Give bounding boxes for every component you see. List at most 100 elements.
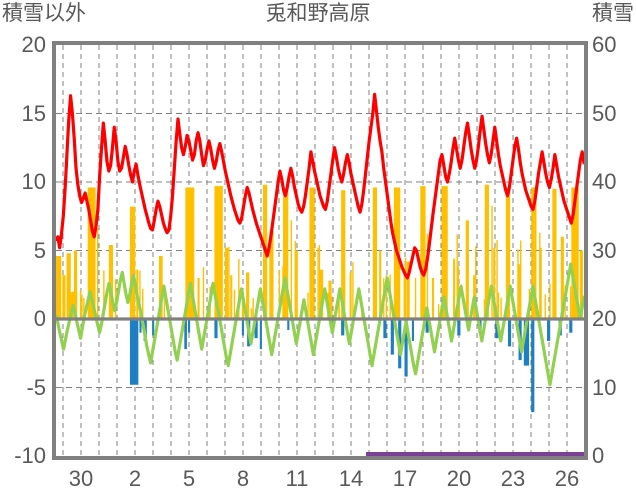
orange-bar [426, 233, 429, 319]
orange-bar [352, 262, 354, 319]
orange-bar [404, 257, 407, 319]
orange-bar [505, 187, 511, 319]
orange-bar [202, 267, 205, 319]
orange-bar [62, 275, 66, 319]
blue-bar [495, 319, 499, 339]
orange-bar [552, 188, 557, 319]
orange-bar [307, 292, 309, 319]
blue-bar [214, 319, 218, 339]
x-axis-tick-label: 17 [392, 466, 418, 491]
blue-bar [523, 319, 530, 366]
orange-bar [185, 187, 195, 319]
orange-bar [414, 278, 417, 319]
orange-bar [457, 269, 459, 319]
orange-bar [230, 275, 233, 319]
orange-bar [458, 296, 461, 319]
blue-bar [241, 319, 244, 336]
series-green-lower-line [56, 262, 584, 387]
orange-bar [500, 297, 502, 319]
orange-bar [197, 277, 200, 319]
plot-area [52, 41, 588, 460]
x-axis-tick-label: 8 [236, 466, 250, 491]
gridlines [56, 45, 584, 456]
orange-bar [531, 187, 537, 319]
orange-bar [571, 187, 579, 319]
orange-bar [56, 255, 62, 319]
y-axis-right-tick-label: 10 [592, 374, 617, 400]
blue-bar [184, 319, 187, 350]
orange-bar [484, 184, 489, 319]
orange-bar [328, 280, 332, 319]
orange-bar [70, 291, 72, 319]
orange-bar [518, 264, 521, 319]
orange-bar [539, 247, 542, 319]
y-axis-right-tick-label: 0 [592, 443, 605, 468]
orange-bar [372, 187, 378, 319]
orange-bar [497, 292, 500, 319]
orange-bar [465, 220, 469, 319]
blue-bar [259, 319, 262, 350]
orange-bar [103, 270, 105, 319]
orange-bar [338, 290, 340, 319]
blue-bar [547, 319, 551, 341]
chart-title: 兎和野高原 [265, 2, 371, 25]
orange-bar [496, 240, 498, 319]
orange-bar [437, 304, 440, 319]
orange-bar [87, 187, 96, 319]
orange-bar [250, 308, 253, 319]
y-axis-left-tick-label: 0 [33, 306, 46, 331]
y-axis-left-tick-label: 15 [21, 100, 46, 126]
orange-bar [491, 205, 493, 319]
orange-bar [246, 272, 250, 319]
blue-bar [139, 319, 142, 333]
orange-bar [441, 186, 448, 319]
orange-bar [139, 270, 141, 319]
orange-bar [403, 269, 406, 319]
blue-bar [188, 319, 191, 333]
blue-bar [507, 319, 512, 347]
blue-bar [341, 319, 345, 336]
orange-bar [228, 246, 230, 319]
plot-inner [56, 45, 584, 456]
blue-bar [254, 319, 258, 339]
orange-bar [278, 269, 281, 319]
x-axis-tick-label: 14 [338, 466, 364, 491]
chart-svg [56, 45, 584, 456]
orange-bar [520, 240, 522, 319]
orange-bar [214, 186, 223, 319]
orange-bar [83, 298, 85, 319]
orange-bar [142, 288, 144, 319]
blue-bar [390, 319, 394, 355]
orange-bar [320, 269, 324, 319]
left-axis-title: 積雪以外 [2, 2, 86, 25]
orange-bar [549, 283, 551, 319]
x-axis-tick-label: 20 [446, 466, 472, 491]
orange-bar [579, 250, 583, 319]
y-axis-right-tick-label: 30 [592, 237, 617, 263]
orange-bar [431, 277, 435, 319]
orange-bar [317, 247, 319, 319]
blue-bar [129, 319, 139, 385]
y-axis-right-tick-label: 50 [592, 100, 617, 126]
y-axis-right-tick-label: 40 [592, 169, 617, 194]
orange-bar [163, 293, 166, 319]
y-axis-left-tick-label: 10 [21, 169, 46, 194]
x-axis-tick-label: 30 [68, 466, 94, 491]
orange-bar [81, 294, 83, 319]
y-axis-right-tick-label: 60 [592, 32, 617, 57]
orange-bar [224, 247, 229, 319]
orange-bar [283, 188, 289, 319]
y-axis-left-tick-label: -5 [26, 374, 46, 400]
orange-bar [493, 247, 496, 319]
orange-bar [290, 220, 293, 319]
orange-bar [569, 286, 572, 319]
y-axis-left-tick-label: 20 [21, 32, 46, 57]
orange-bar [517, 249, 519, 319]
orange-bar [453, 258, 456, 319]
blue-bar [457, 319, 461, 336]
orange-bar [129, 206, 136, 319]
orange-bar [252, 298, 254, 319]
blue-bar [531, 319, 535, 413]
orange-bar [560, 236, 564, 319]
